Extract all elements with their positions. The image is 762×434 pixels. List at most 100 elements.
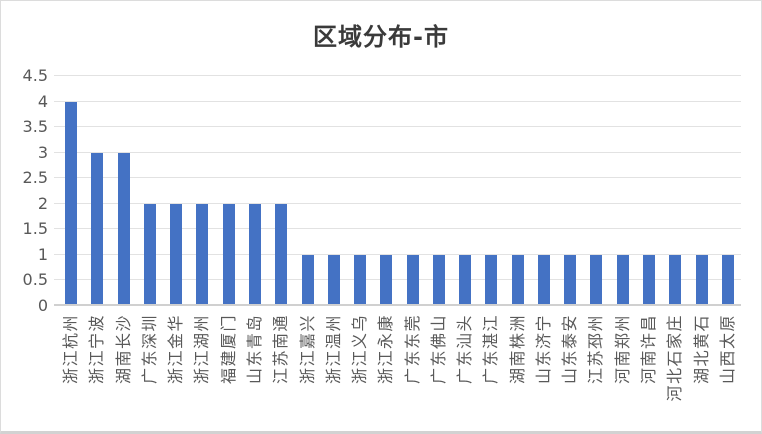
gridline [54, 279, 741, 281]
x-tick-label: 山西太原 [717, 314, 737, 385]
bar[interactable] [275, 203, 288, 306]
x-tick-label: 山东青岛 [244, 314, 264, 385]
x-tick-label: 广东汕头 [455, 314, 475, 385]
bar-slot [242, 76, 268, 306]
y-tick-label: 1 [37, 244, 48, 264]
x-tick-label: 浙江金华 [166, 314, 186, 385]
plot-area [54, 75, 741, 306]
gridline [54, 75, 741, 76]
bar[interactable] [222, 203, 235, 306]
y-tick-label: 3 [37, 142, 48, 162]
bar[interactable] [380, 254, 393, 306]
gridline [54, 177, 741, 179]
bar-slot [505, 76, 531, 306]
x-tick-label: 湖南株洲 [507, 314, 527, 385]
x-tick-label: 浙江宁波 [87, 314, 107, 385]
bar[interactable] [91, 152, 104, 306]
bar-slot [294, 76, 320, 306]
bar-series [58, 76, 741, 306]
gridline [54, 228, 741, 230]
bar-slot [137, 76, 163, 306]
bar[interactable] [117, 152, 130, 306]
x-tick-label: 浙江湖州 [192, 314, 212, 385]
bar-slot [84, 76, 110, 306]
bar[interactable] [721, 254, 734, 306]
x-tick-label: 江苏邳州 [586, 314, 606, 385]
x-tick-label: 山东泰安 [560, 314, 580, 385]
bar[interactable] [143, 203, 156, 306]
bar[interactable] [564, 254, 577, 306]
y-tick-label: 3.5 [22, 117, 48, 137]
bar[interactable] [196, 203, 209, 306]
bar[interactable] [65, 101, 78, 306]
x-tick-label: 广东湛江 [481, 314, 501, 385]
bar[interactable] [590, 254, 603, 306]
bar[interactable] [459, 254, 472, 306]
bar-slot [373, 76, 399, 306]
bar-slot [216, 76, 242, 306]
bar[interactable] [616, 254, 629, 306]
x-tick-label: 广东深圳 [139, 314, 159, 385]
bar-slot [610, 76, 636, 306]
x-tick-label: 浙江义乌 [350, 314, 370, 385]
bar[interactable] [170, 203, 183, 306]
x-tick-label: 广东佛山 [428, 314, 448, 385]
bar-slot [452, 76, 478, 306]
bar-slot [58, 76, 84, 306]
y-tick-label: 4.5 [22, 66, 48, 85]
x-tick-label: 河北石家庄 [665, 314, 685, 402]
y-tick-label: 1.5 [22, 219, 48, 239]
x-tick-label: 河南郑州 [612, 314, 632, 385]
bar-slot [399, 76, 425, 306]
gridlines [54, 75, 741, 306]
y-tick-label: 0 [37, 296, 48, 315]
bar[interactable] [248, 203, 261, 306]
bar-slot [531, 76, 557, 306]
bar[interactable] [511, 254, 524, 306]
bar-slot [557, 76, 583, 306]
bar-slot [163, 76, 189, 306]
bar-slot [347, 76, 373, 306]
bar-slot [636, 76, 662, 306]
x-tick-label: 福建厦门 [218, 314, 238, 385]
bar[interactable] [354, 254, 367, 306]
bar-slot [189, 76, 215, 306]
x-tick-label: 浙江杭州 [61, 314, 81, 385]
x-tick-label: 湖南长沙 [113, 314, 133, 385]
bar-slot [583, 76, 609, 306]
bar-slot [662, 76, 688, 306]
x-axis-tick-labels: 浙江杭州 浙江宁波 湖南长沙 广东深圳 浙江金华 浙江湖州 福建厦门 山东青岛 江苏南通 浙江嘉兴… [58, 314, 741, 431]
bar-slot [715, 76, 741, 306]
bar-slot [268, 76, 294, 306]
bar[interactable] [406, 254, 419, 306]
bar[interactable] [301, 254, 314, 306]
x-tick-label: 山东济宁 [533, 314, 553, 385]
bar-slot [688, 76, 714, 306]
bar[interactable] [327, 254, 340, 306]
y-tick-label: 0.5 [22, 270, 48, 290]
x-tick-label: 浙江嘉兴 [297, 314, 317, 385]
x-tick-label: 浙江温州 [323, 314, 343, 385]
bar-slot [111, 76, 137, 306]
gridline [54, 100, 741, 102]
bar-slot [321, 76, 347, 306]
x-axis-line [54, 304, 741, 306]
y-tick-label: 2 [37, 193, 48, 213]
bar[interactable] [669, 254, 682, 306]
gridline [54, 151, 741, 153]
gridline [54, 126, 741, 128]
bar[interactable] [695, 254, 708, 306]
bar-slot [478, 76, 504, 306]
x-tick-label: 广东东莞 [402, 314, 422, 385]
y-tick-label: 4 [37, 91, 48, 111]
bar-slot [426, 76, 452, 306]
bar[interactable] [537, 254, 550, 306]
bar[interactable] [432, 254, 445, 306]
bar[interactable] [485, 254, 498, 306]
y-tick-label: 2.5 [22, 168, 48, 188]
y-axis-tick-labels: 0 0.5 1 1.5 2 2.5 3 3.5 4 4.5 [1, 68, 48, 314]
x-tick-label: 浙江永康 [376, 314, 396, 385]
gridline [54, 253, 741, 255]
bar[interactable] [642, 254, 655, 306]
